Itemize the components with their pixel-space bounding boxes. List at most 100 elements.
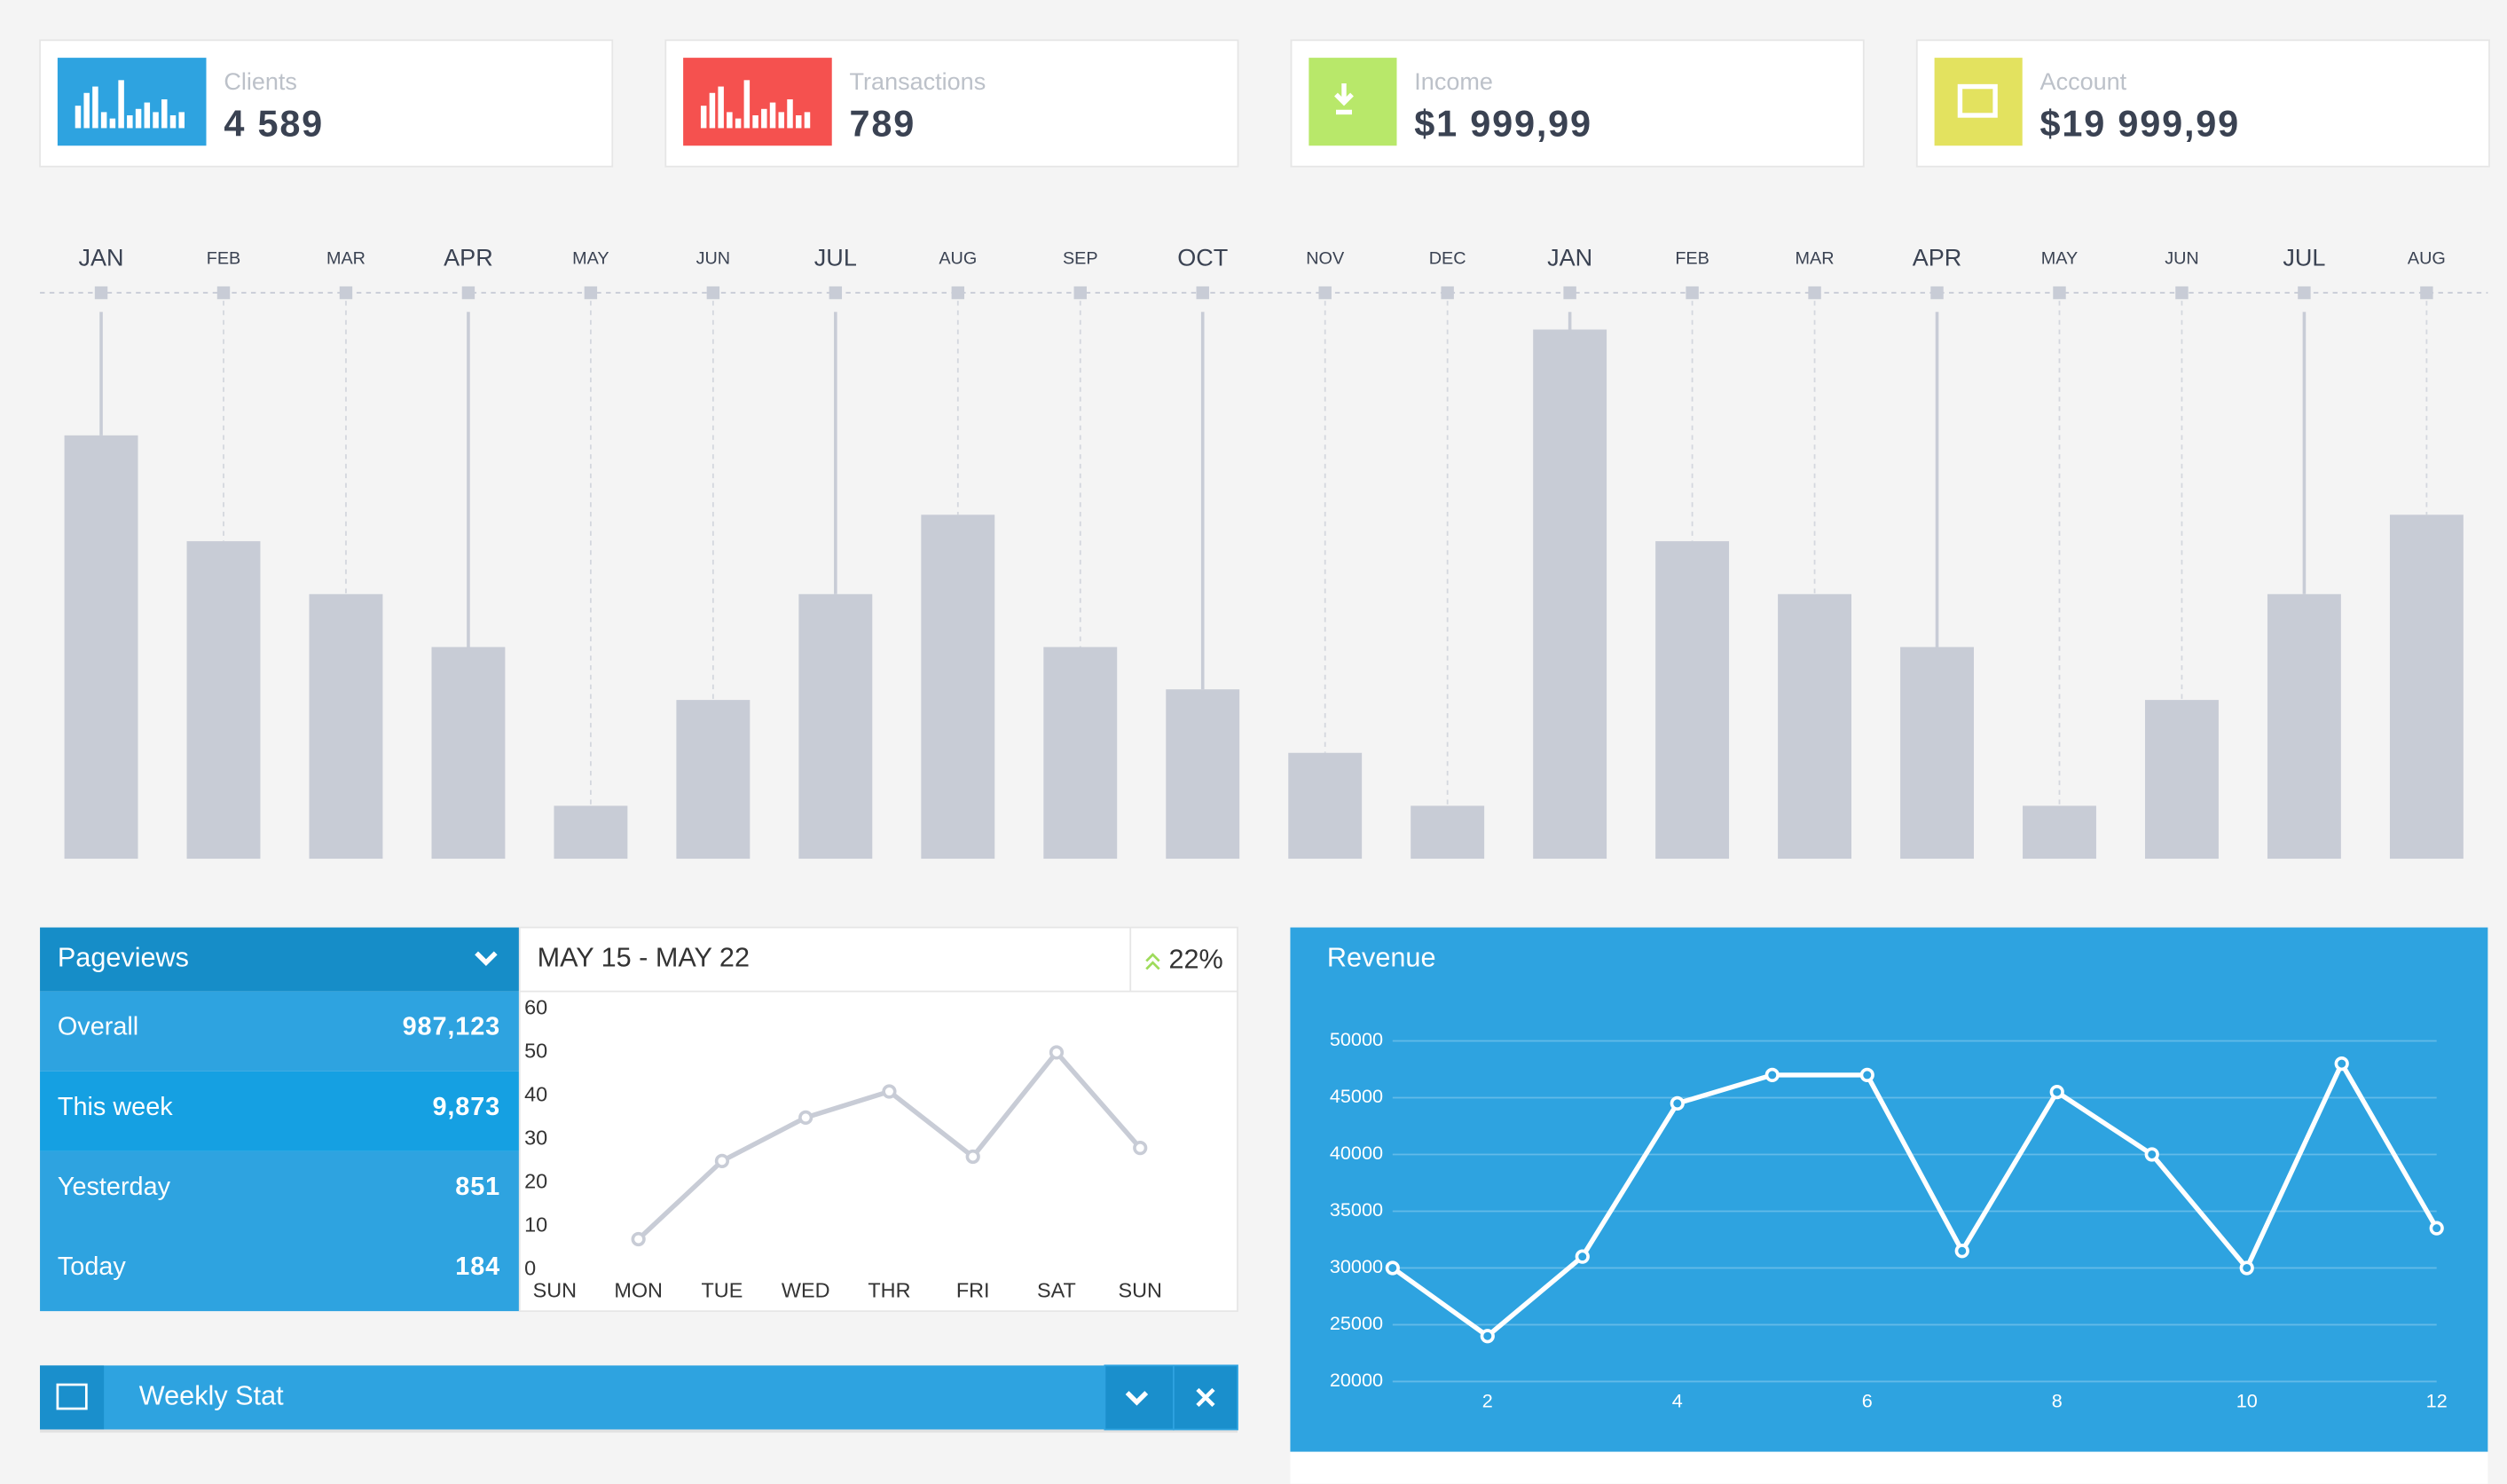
point xyxy=(1764,1067,1780,1083)
month-label: JUL xyxy=(814,244,857,271)
bar xyxy=(2389,514,2464,860)
y-tick-label: 25000 xyxy=(1330,1312,1383,1334)
month-dot xyxy=(584,286,598,300)
pageviews-title: Pageviews xyxy=(58,943,189,973)
x-tick-label: WED xyxy=(782,1279,830,1302)
month-label: MAY xyxy=(572,248,609,268)
point xyxy=(1575,1249,1590,1264)
stat-icon xyxy=(1934,58,2023,146)
bar xyxy=(186,541,261,860)
point xyxy=(965,1149,980,1165)
bar xyxy=(1778,593,1852,860)
month-label: JUN xyxy=(696,248,731,268)
icon-bar xyxy=(83,92,90,129)
revenue-panel xyxy=(1290,927,2488,1452)
stat-icon xyxy=(57,58,207,146)
bar xyxy=(1533,329,1607,860)
month-dot xyxy=(461,286,475,300)
month-dot xyxy=(706,286,720,300)
month-label: JAN xyxy=(1547,244,1592,271)
x-tick-label: SAT xyxy=(1037,1279,1076,1302)
x-tick-label: 12 xyxy=(2426,1390,2448,1412)
collapse-icon xyxy=(1125,1391,1149,1406)
revenue-footer xyxy=(1290,1451,2488,1484)
month-dot xyxy=(216,286,231,300)
weekly-stat-bar xyxy=(40,1365,1238,1430)
stat-label: Transactions xyxy=(850,68,986,95)
weekly-icon-box xyxy=(40,1365,105,1430)
month-dot xyxy=(2053,286,2066,300)
month-label: AUG xyxy=(939,248,977,268)
icon-bar xyxy=(787,98,793,129)
month-dot xyxy=(1563,286,1576,300)
icon-bar xyxy=(153,112,159,129)
pageviews-row xyxy=(40,1231,520,1312)
point xyxy=(1670,1095,1685,1111)
pageviews-row xyxy=(40,991,520,1072)
icon-bar xyxy=(769,102,776,129)
bar xyxy=(1288,752,1363,860)
y-tick-label: 30 xyxy=(524,1127,547,1150)
point xyxy=(1954,1244,1969,1259)
y-tick-label: 0 xyxy=(524,1256,536,1279)
y-tick-label: 40000 xyxy=(1330,1142,1383,1164)
month-dot xyxy=(829,286,843,300)
month-dot xyxy=(1686,286,1699,300)
point xyxy=(2144,1147,2159,1162)
bar xyxy=(64,435,138,860)
close-icon xyxy=(1196,1387,1215,1408)
icon-bar xyxy=(178,112,185,129)
bar xyxy=(309,593,383,860)
bar xyxy=(921,514,995,860)
bar xyxy=(2267,593,2341,860)
month-label: JUN xyxy=(2165,248,2199,268)
icon-bar xyxy=(109,118,116,129)
y-tick-label: 10 xyxy=(524,1213,547,1236)
icon-bar xyxy=(718,86,724,129)
y-tick-label: 50 xyxy=(524,1040,547,1063)
pageviews-row xyxy=(40,1150,520,1232)
icon-bar xyxy=(752,115,758,129)
icon-bar xyxy=(778,112,785,129)
stat-label: Income xyxy=(1414,68,1493,95)
pageviews-header xyxy=(40,927,520,992)
row-label: Today xyxy=(58,1252,127,1281)
month-label: MAR xyxy=(326,248,365,268)
icon-bar xyxy=(743,80,751,129)
icon-bar xyxy=(100,112,107,129)
y-tick-label: 45000 xyxy=(1330,1085,1383,1107)
point xyxy=(1480,1329,1495,1344)
bar xyxy=(2023,805,2096,860)
x-tick-label: MON xyxy=(614,1279,663,1302)
point xyxy=(1133,1141,1148,1156)
icon-bar xyxy=(135,108,142,129)
month-dot xyxy=(339,286,353,300)
point xyxy=(631,1231,646,1247)
icon-bar xyxy=(761,108,767,129)
x-tick-label: SUN xyxy=(533,1279,577,1302)
weekly-stat-title: Weekly Stat xyxy=(139,1381,284,1411)
month-label: OCT xyxy=(1177,244,1228,271)
dropdown-chevron[interactable] xyxy=(475,951,498,967)
row-value: 987,123 xyxy=(403,1013,501,1041)
month-label: APR xyxy=(444,244,493,271)
month-label: DEC xyxy=(1429,248,1466,268)
row-value: 9,873 xyxy=(432,1093,500,1121)
month-dot xyxy=(951,286,965,300)
x-tick-label: SUN xyxy=(1119,1279,1162,1302)
month-dot xyxy=(2420,286,2433,300)
stat-value: $19 999,99 xyxy=(2040,103,2240,145)
stat-value: 4 589 xyxy=(224,103,324,145)
icon-bar xyxy=(161,98,168,129)
point xyxy=(1385,1260,1400,1276)
point xyxy=(1049,1045,1065,1060)
weekly-icon xyxy=(56,1383,88,1410)
bar xyxy=(1166,689,1240,860)
month-dot xyxy=(1808,286,1821,300)
month-label: FEB xyxy=(207,248,241,268)
month-label: NOV xyxy=(1306,248,1345,268)
month-label: AUG xyxy=(2408,248,2446,268)
line xyxy=(1391,1058,2440,1339)
row-label: This week xyxy=(58,1093,173,1121)
